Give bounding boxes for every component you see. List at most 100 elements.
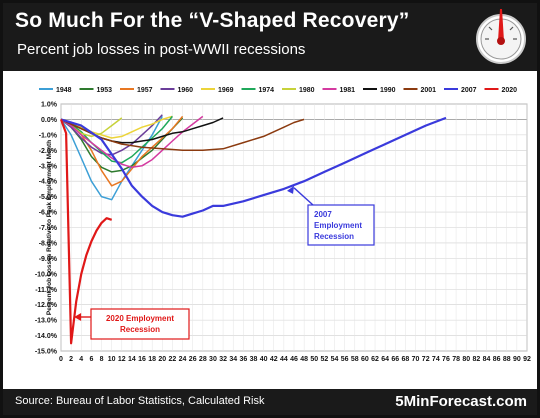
annotation-arrow-2007: [293, 187, 314, 206]
x-tick-label: 8: [100, 356, 104, 363]
annotation-text-2007: Employment: [314, 221, 362, 230]
gauge-icon: [476, 9, 526, 64]
legend-label: 1957: [137, 87, 153, 94]
legend-label: 1953: [97, 87, 113, 94]
x-tick-label: 10: [108, 356, 116, 363]
legend-label: 1980: [299, 87, 315, 94]
y-tick-label: -6.0%: [39, 210, 58, 217]
x-tick-label: 2: [69, 356, 73, 363]
page-subtitle: Percent job losses in post-WWII recessio…: [17, 41, 306, 58]
x-tick-label: 18: [148, 356, 156, 363]
y-tick-label: -1.0%: [39, 132, 58, 139]
x-tick-label: 14: [128, 356, 136, 363]
x-tick-label: 54: [331, 356, 339, 363]
x-tick-label: 6: [89, 356, 93, 363]
x-tick-label: 36: [239, 356, 247, 363]
series-line-2020: [59, 119, 113, 345]
annotation-box-2020: [90, 308, 190, 340]
y-tick-label: -4.0%: [39, 179, 58, 186]
x-tick-label: 64: [381, 356, 389, 363]
y-tick-label: -11.0%: [35, 287, 58, 294]
x-tick-label: 74: [432, 356, 440, 363]
x-tick-label: 88: [503, 356, 511, 363]
series-line-1969: [60, 115, 173, 139]
series-line-2001: [60, 118, 305, 152]
header-banner: So Much For the “V-Shaped Recovery” Perc…: [3, 3, 537, 71]
y-tick-label: -2.0%: [39, 148, 58, 155]
y-axis-label: Percent Job Losses Relative to Peak Empl…: [46, 140, 53, 315]
arrowhead-2020: [74, 313, 82, 321]
source-note: Source: Bureau of Labor Statistics, Calc…: [15, 395, 265, 407]
legend-label: 2001: [421, 87, 437, 94]
x-tick-label: 60: [361, 356, 369, 363]
x-tick-label: 22: [169, 356, 177, 363]
x-tick-label: 82: [472, 356, 480, 363]
legend-label: 1974: [259, 87, 275, 94]
annotation-text-2007: Recession: [314, 232, 354, 241]
x-tick-label: 48: [300, 356, 308, 363]
y-tick-label: 1.0%: [41, 102, 58, 109]
x-tick-label: 76: [442, 356, 450, 363]
x-tick-label: 80: [462, 356, 470, 363]
x-tick-label: 78: [452, 356, 460, 363]
arrowhead-2007: [287, 185, 294, 194]
x-tick-label: 28: [199, 356, 207, 363]
x-tick-label: 90: [513, 356, 521, 363]
y-tick-label: -8.0%: [39, 240, 58, 247]
x-tick-label: 4: [79, 356, 83, 363]
annotation-box-2007: [307, 204, 375, 246]
legend-label: 1990: [380, 87, 396, 94]
legend-label: 2007: [461, 87, 477, 94]
series-line-1981: [60, 115, 204, 169]
annotation-text-2020: 2020 Employment: [106, 314, 174, 323]
y-tick-label: -12.0%: [35, 302, 58, 309]
x-tick-label: 50: [310, 356, 318, 363]
page-title: So Much For the “V-Shaped Recovery”: [15, 9, 410, 32]
x-tick-label: 34: [229, 356, 237, 363]
x-tick-label: 92: [523, 356, 531, 363]
y-tick-label: 0.0%: [41, 117, 58, 124]
y-tick-label: -3.0%: [39, 163, 58, 170]
x-tick-label: 66: [391, 356, 399, 363]
x-tick-label: 30: [209, 356, 217, 363]
x-tick-label: 44: [280, 356, 288, 363]
footer-banner: Source: Bureau of Labor Statistics, Calc…: [3, 389, 537, 415]
annotation-text-2020: Recession: [120, 325, 160, 334]
y-tick-label: -14.0%: [35, 333, 58, 340]
x-tick-label: 40: [260, 356, 268, 363]
x-tick-label: 26: [189, 356, 197, 363]
series-line-2007: [60, 116, 447, 218]
legend-label: 1960: [178, 87, 194, 94]
legend-label: 1948: [56, 87, 72, 94]
y-tick-label: -5.0%: [39, 194, 58, 201]
x-tick-label: 62: [371, 356, 379, 363]
x-tick-label: 24: [179, 356, 187, 363]
x-tick-label: 16: [138, 356, 146, 363]
annotation-text-2007: 2007: [314, 210, 332, 219]
legend-label: 1969: [218, 87, 234, 94]
brand-logo: 5MinForecast.com: [395, 393, 527, 410]
x-tick-label: 46: [290, 356, 298, 363]
x-tick-label: 58: [351, 356, 359, 363]
x-tick-label: 70: [412, 356, 420, 363]
x-tick-label: 72: [422, 356, 430, 363]
y-tick-label: -7.0%: [39, 225, 58, 232]
y-tick-label: -9.0%: [39, 256, 58, 263]
x-tick-label: 86: [493, 356, 501, 363]
series-line-1948: [60, 116, 163, 201]
x-tick-label: 68: [402, 356, 410, 363]
x-tick-label: 42: [270, 356, 278, 363]
x-tick-label: 52: [320, 356, 328, 363]
legend-label: 1981: [340, 87, 356, 94]
y-tick-label: -13.0%: [35, 318, 58, 325]
legend-label: 2020: [502, 87, 518, 94]
x-tick-label: 84: [483, 356, 491, 363]
x-tick-label: 12: [118, 356, 126, 363]
x-tick-label: 56: [341, 356, 349, 363]
x-tick-label: 20: [158, 356, 166, 363]
x-tick-label: 0: [59, 356, 63, 363]
y-tick-label: -15.0%: [35, 349, 58, 356]
line-chart: 1.0% 0.0% -1.0% -2.0% -3.0% -4.0% -5.0% -6.0% -7…: [35, 87, 531, 363]
y-tick-label: -10.0%: [35, 271, 58, 278]
